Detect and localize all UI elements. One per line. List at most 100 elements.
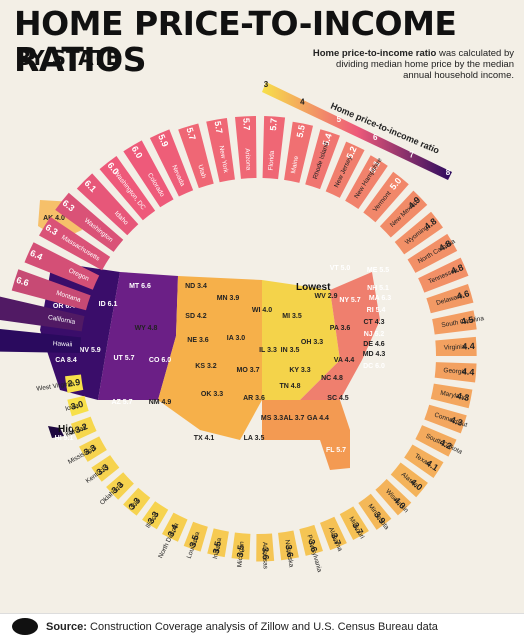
page-subtitle: BY STATE [16, 46, 120, 70]
bar-ct [424, 404, 467, 434]
bar-fl [262, 116, 286, 180]
map-label-al: AL 3.7 [284, 415, 305, 422]
legend-tick: 7 [409, 150, 414, 159]
map-label-fl: FL 5.7 [326, 447, 346, 454]
bar-ca [0, 296, 85, 332]
bar-hi [0, 328, 81, 353]
map-label-tn: TN 4.8 [279, 383, 300, 390]
bar-wv [65, 374, 84, 393]
bar-de [426, 284, 474, 314]
map-plains [158, 276, 262, 440]
map-label-mt: MT 6.6 [129, 283, 151, 290]
map-label-dc: DC 6.0 [363, 363, 385, 370]
map-label-oh: OH 3.3 [301, 339, 323, 346]
bar-value-ny: 5.7 [213, 120, 225, 134]
bar-value-ne: 3.6 [284, 544, 296, 558]
bar-in [207, 528, 229, 558]
bar-label-fl: Florida [268, 150, 276, 171]
bar-label-ut: Utah [196, 164, 207, 180]
bar-label-me: Maine [290, 155, 300, 174]
bar-label-ny: New York [217, 145, 229, 174]
bar-mn [358, 493, 392, 530]
bar-value-va: 4.4 [462, 341, 475, 352]
bar-value-al: 3.7 [329, 532, 343, 547]
bar-wa [55, 192, 124, 252]
map-east [300, 272, 380, 400]
bar-la [183, 521, 208, 552]
bar-label-ne: Nebraska [283, 539, 294, 568]
bar-label-ca: California [47, 314, 76, 326]
bar-sc [432, 310, 477, 335]
map-label-wy: WY 4.8 [135, 325, 158, 332]
map-label-mo: MO 3.7 [237, 367, 260, 374]
bar-value-md: 4.3 [456, 391, 470, 403]
bar-nm [379, 190, 428, 238]
map-label-ny: NY 5.7 [339, 297, 360, 304]
bar-tn [418, 257, 469, 293]
map-label-ut: UT 5.7 [113, 355, 134, 362]
bar-value-or: 6.4 [29, 248, 45, 262]
map-label-ky: KY 3.3 [289, 367, 310, 374]
bar-ga [434, 362, 477, 383]
bar-mt [11, 269, 91, 311]
bar-sd [415, 425, 457, 457]
map-label-sc: SC 4.5 [327, 395, 349, 402]
bar-value-wv: 2.9 [67, 377, 81, 389]
bar-value-fl: 5.7 [268, 118, 279, 131]
map-label-ok: OK 3.3 [201, 391, 223, 398]
map-label-mn: MN 3.9 [217, 295, 240, 302]
bar-ut [178, 123, 214, 189]
bar-al [320, 516, 347, 551]
bar-mo [339, 506, 369, 541]
source-body: Construction Coverage analysis of Zillow… [86, 621, 438, 633]
bar-value-mi: 3.5 [235, 544, 246, 557]
bar-value-sc: 4.5 [460, 315, 474, 327]
bar-id [76, 173, 139, 236]
legend-tick: 6 [373, 133, 378, 142]
map-southeast [262, 400, 350, 470]
bar-value-nv: 5.9 [156, 133, 170, 148]
bar-value-tn: 4.8 [449, 262, 464, 276]
bar-value-ar: 3.6 [260, 547, 270, 560]
bar-ar [256, 533, 275, 562]
bar-nv [149, 129, 194, 197]
bar-value-me: 5.5 [295, 124, 307, 138]
bar-va [435, 336, 477, 357]
bar-co [123, 140, 174, 208]
bar-ri [305, 129, 340, 190]
map-label-id: ID 6.1 [99, 301, 118, 308]
map-label-me: ME 5.5 [367, 267, 389, 274]
bar-nd [162, 512, 188, 542]
map-label-wi: WI 4.0 [252, 307, 272, 314]
footer: Source: Construction Coverage analysis o… [0, 613, 524, 640]
map-label-co: CO 6.0 [149, 357, 171, 364]
bar-md [430, 383, 473, 409]
bar-ok [106, 472, 134, 500]
bar-value-sd: 4.2 [438, 437, 454, 451]
bar-or [24, 242, 100, 290]
map-label-az: AZ 5.7 [111, 399, 132, 406]
map-label-il: IL 3.3 [259, 347, 277, 354]
bar-value-az: 5.7 [241, 118, 252, 131]
bar-value-ia: 3.0 [70, 399, 85, 412]
map-label-wv: WV 2.9 [315, 293, 338, 300]
bar-ny [206, 117, 235, 183]
bar-value-ct: 4.3 [449, 415, 464, 428]
bar-value-de: 4.6 [456, 288, 471, 301]
bar-label-ga: Georgia [443, 367, 467, 376]
bar-nh [345, 155, 388, 209]
bar-ky [91, 455, 120, 482]
map-label-pa: PA 3.6 [330, 325, 351, 332]
bar-nj [325, 141, 365, 198]
map-label-ct: CT 4.3 [363, 319, 384, 326]
bar-label-ar: Arkansas [261, 542, 269, 570]
bar-value-ga: 4.4 [461, 366, 474, 377]
bar-pa [299, 524, 323, 556]
bar-value-in: 3.5 [211, 540, 223, 554]
method-note-text: was calculated by dividing median home p… [336, 48, 514, 81]
map-label-ma: MA 6.3 [369, 295, 391, 302]
method-note: Home price-to-income ratio was calculate… [308, 48, 514, 81]
bar-value-ks: 3.2 [74, 421, 89, 435]
bar-mi [231, 532, 251, 560]
legend-tick: 8 [446, 168, 451, 177]
